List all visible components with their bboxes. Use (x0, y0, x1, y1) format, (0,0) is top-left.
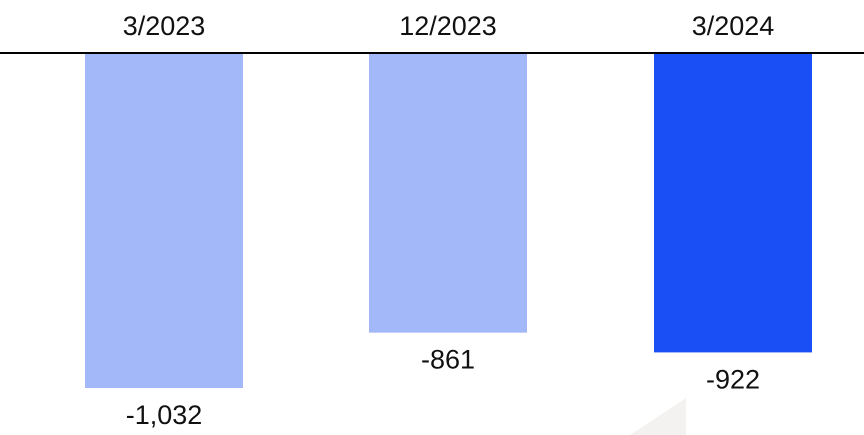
decorative-background-shape (630, 398, 686, 435)
category-tick-labels: 3/2023 12/2023 3/2024 (123, 11, 775, 41)
value-label-2: -861 (421, 345, 475, 375)
value-label-1: -1,032 (126, 400, 203, 430)
category-label-1: 3/2023 (123, 11, 206, 41)
category-label-3: 3/2024 (692, 11, 775, 41)
bars-group (85, 54, 812, 388)
bar-1 (85, 54, 243, 388)
category-label-2: 12/2023 (399, 11, 497, 41)
data-labels: -1,032 -861 -922 (126, 345, 760, 430)
bar-2 (369, 54, 527, 333)
bar-3 (654, 54, 812, 353)
value-label-3: -922 (706, 364, 760, 394)
